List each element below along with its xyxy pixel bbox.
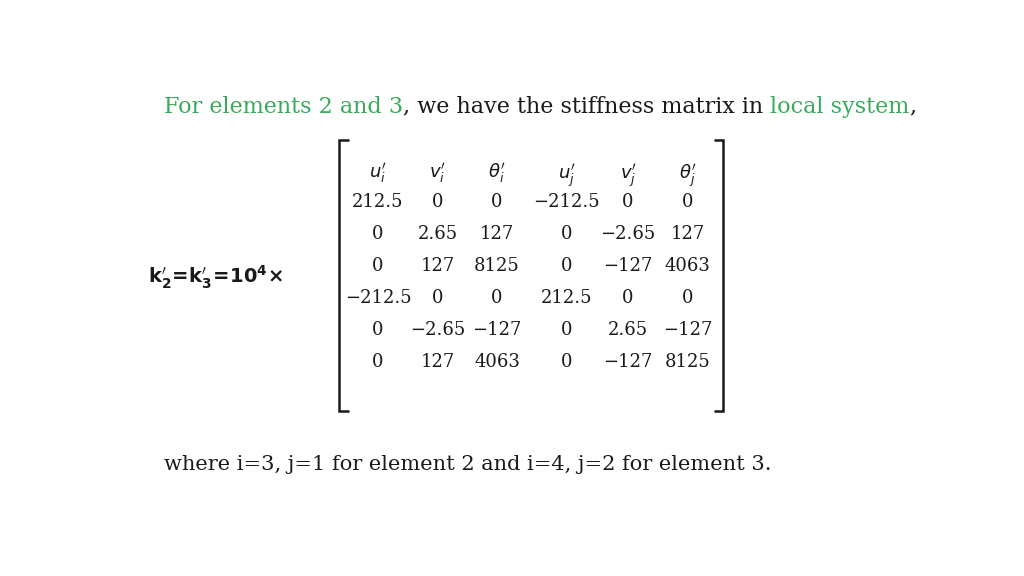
Text: For elements 2 and 3: For elements 2 and 3 [164,96,402,118]
Text: local system: local system [770,96,909,118]
Text: 0: 0 [561,321,572,339]
Text: −127: −127 [663,321,712,339]
Text: 0: 0 [373,353,384,371]
Text: 2.65: 2.65 [418,225,458,243]
Text: 0: 0 [492,289,503,307]
Text: $u_i'$: $u_i'$ [370,162,387,186]
Text: $v_i'$: $v_i'$ [429,162,445,186]
Text: , we have the stiffness matrix in: , we have the stiffness matrix in [402,96,770,118]
Text: $v_j'$: $v_j'$ [620,162,636,190]
Text: 0: 0 [682,194,693,211]
Text: 0: 0 [432,194,443,211]
Text: 127: 127 [421,257,455,275]
Text: −127: −127 [472,321,521,339]
Text: 127: 127 [671,225,705,243]
Text: 0: 0 [373,321,384,339]
Text: 0: 0 [623,289,634,307]
Text: $u_j'$: $u_j'$ [558,162,575,190]
Text: 127: 127 [480,225,514,243]
Text: $\theta_j'$: $\theta_j'$ [679,162,696,190]
Text: 0: 0 [432,289,443,307]
Text: 0: 0 [373,225,384,243]
Text: 8125: 8125 [474,257,520,275]
Text: $\mathbf{k_2'\!=\! k_3'\!=\! 10^4 \!\times}$: $\mathbf{k_2'\!=\! k_3'\!=\! 10^4 \!\tim… [147,264,284,291]
Text: 127: 127 [421,353,455,371]
Text: −127: −127 [603,257,652,275]
Text: 0: 0 [373,257,384,275]
Text: $\theta_i'$: $\theta_i'$ [488,162,506,186]
Text: 0: 0 [561,257,572,275]
Text: 8125: 8125 [665,353,711,371]
Text: 2.65: 2.65 [608,321,648,339]
Text: where i=3, j=1 for element 2 and i=4, j=2 for element 3.: where i=3, j=1 for element 2 and i=4, j=… [164,455,771,474]
Text: −212.5: −212.5 [345,289,412,307]
Text: −212.5: −212.5 [534,194,600,211]
Text: −2.65: −2.65 [600,225,655,243]
Text: 4063: 4063 [665,257,711,275]
Text: 212.5: 212.5 [541,289,593,307]
Text: −2.65: −2.65 [410,321,465,339]
Text: 212.5: 212.5 [352,194,403,211]
Text: 0: 0 [561,353,572,371]
Text: 0: 0 [492,194,503,211]
Text: 0: 0 [561,225,572,243]
Text: 4063: 4063 [474,353,520,371]
Text: −127: −127 [603,353,652,371]
Text: ,: , [909,96,916,118]
Text: 0: 0 [623,194,634,211]
Text: 0: 0 [682,289,693,307]
